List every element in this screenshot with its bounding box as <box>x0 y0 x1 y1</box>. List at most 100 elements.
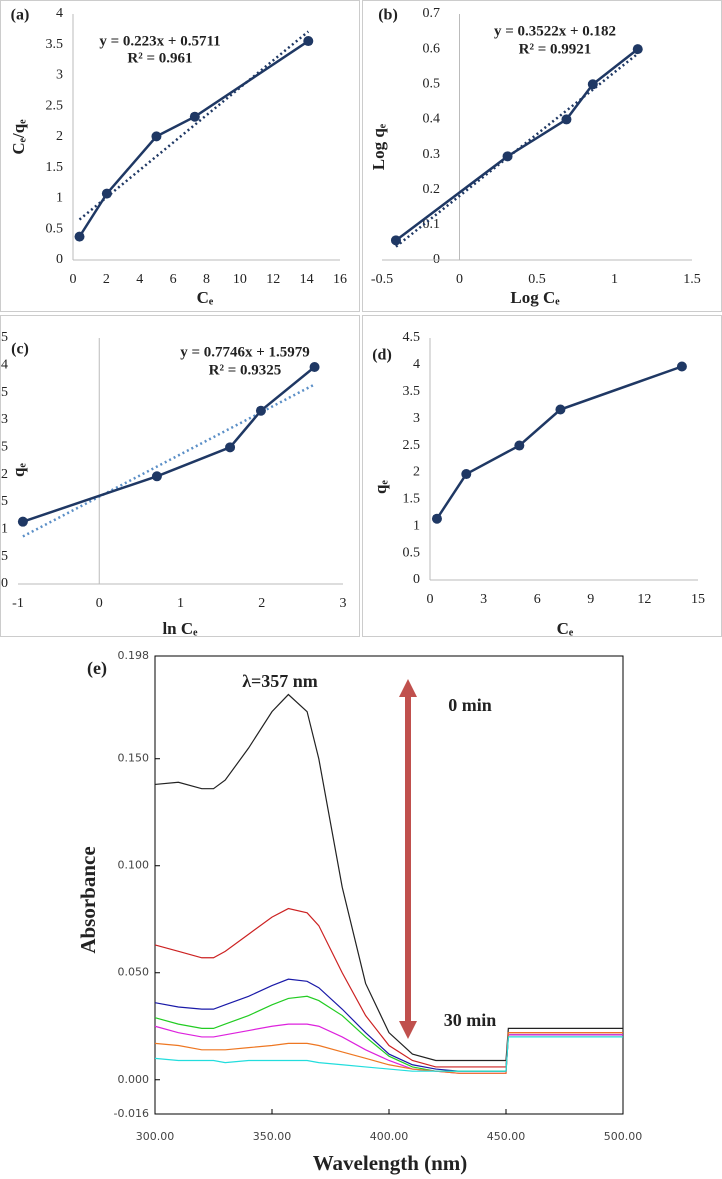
y-tick-label: 2.5 <box>0 440 8 455</box>
y-axis-label: qₑ <box>9 462 28 476</box>
y-tick-label: 2 <box>56 129 63 144</box>
x-tick-label: 12 <box>637 592 651 607</box>
x-tick-label: 6 <box>170 272 177 287</box>
spectrum-line <box>154 978 623 1072</box>
y-axis-label: qₑ <box>371 479 390 493</box>
data-point <box>461 469 472 480</box>
x-tick-label: 3 <box>480 592 487 607</box>
data-point <box>225 442 236 453</box>
spectrum-line <box>154 1032 623 1074</box>
y-tick-label: 2 <box>1 467 8 482</box>
panel-label: (b) <box>378 7 398 24</box>
x-tick-label: 0.5 <box>528 272 546 287</box>
trend-line <box>78 30 310 221</box>
x-tick-label: 10 <box>233 272 247 287</box>
data-point <box>514 440 525 451</box>
x-tick-label: 8 <box>203 272 210 287</box>
y-tick-label: 0.5 <box>403 545 421 560</box>
y-tick-label: 0.7 <box>423 6 441 21</box>
data-point <box>555 404 566 415</box>
x-tick-label: 9 <box>587 592 594 607</box>
data-point <box>255 405 266 416</box>
data-point <box>151 131 162 142</box>
data-point <box>189 111 200 122</box>
y-tick-label: 2.5 <box>403 438 421 453</box>
y-tick-label: 0.198 <box>118 649 150 662</box>
y-tick-label: 0.4 <box>423 112 441 127</box>
y-tick-label: 3 <box>1 412 8 427</box>
data-point <box>17 516 28 527</box>
panel-frame <box>0 0 360 312</box>
y-tick-label: 0.5 <box>0 549 8 564</box>
x-tick-label: 0 <box>70 272 77 287</box>
data-point <box>309 361 320 372</box>
annotation: y = 0.7746x + 1.5979 <box>180 344 310 360</box>
y-tick-label: 0.3 <box>423 147 441 162</box>
x-axis-label: Log Cₑ <box>510 288 560 307</box>
x-tick-label: 16 <box>333 272 347 287</box>
annotation: 30 min <box>444 1010 497 1030</box>
x-tick-label: 400.00 <box>370 1130 409 1143</box>
y-tick-label: 4 <box>56 6 63 21</box>
annotation: 0 min <box>448 695 492 715</box>
y-tick-label: 1 <box>413 518 420 533</box>
annotation: R² = 0.9921 <box>519 41 592 57</box>
x-tick-label: 0 <box>427 592 434 607</box>
x-tick-label: 450.00 <box>487 1130 526 1143</box>
data-point <box>431 513 442 524</box>
y-tick-label: 3.5 <box>403 384 421 399</box>
y-tick-label: 3 <box>56 68 63 83</box>
x-axis-label: Cₑ <box>557 619 574 638</box>
y-tick-label: 3.5 <box>46 37 64 52</box>
data-point <box>502 151 513 162</box>
y-tick-label: 3.5 <box>0 385 8 400</box>
data-line <box>435 365 683 520</box>
y-axis-label: Log qₑ <box>369 123 388 170</box>
x-tick-label: 0 <box>456 272 463 287</box>
data-point <box>303 36 314 47</box>
x-tick-label: 15 <box>691 592 705 607</box>
panel-label: (d) <box>372 347 392 364</box>
data-point <box>101 188 112 199</box>
x-tick-label: 1 <box>177 596 184 611</box>
y-tick-label: 4 <box>413 357 420 372</box>
trend-line <box>22 383 316 538</box>
x-tick-label: 2 <box>103 272 110 287</box>
y-tick-label: 0.000 <box>118 1073 150 1086</box>
x-tick-label: 12 <box>266 272 280 287</box>
plot-frame <box>154 655 624 1115</box>
y-tick-label: 2.5 <box>46 98 64 113</box>
panel-label: (c) <box>11 341 29 358</box>
data-line <box>22 366 316 523</box>
y-tick-label: 1.5 <box>403 492 421 507</box>
panel-label: (e) <box>87 658 107 679</box>
y-tick-label: 0 <box>1 576 8 591</box>
x-tick-label: 300.00 <box>136 1130 175 1143</box>
x-tick-label: 500.00 <box>604 1130 643 1143</box>
trend-line <box>395 52 639 248</box>
y-tick-label: 3 <box>413 411 420 426</box>
y-tick-label: 0.5 <box>423 77 441 92</box>
x-axis-label: ln Cₑ <box>162 619 198 638</box>
y-tick-label: 4.5 <box>0 330 8 345</box>
y-tick-label: 0.2 <box>423 182 441 197</box>
y-tick-label: 0.050 <box>118 966 150 979</box>
panel-label: (a) <box>11 7 30 24</box>
y-axis-label: Cₑ/qₑ <box>9 119 28 155</box>
x-tick-label: 3 <box>340 596 347 611</box>
y-tick-label: -0.016 <box>114 1107 149 1120</box>
y-tick-label: 2 <box>413 465 420 480</box>
y-tick-label: 4 <box>1 358 8 373</box>
data-point <box>390 235 401 246</box>
data-point <box>632 44 643 55</box>
x-tick-label: 350.00 <box>253 1130 292 1143</box>
annotation: y = 0.3522x + 0.182 <box>494 23 616 39</box>
x-tick-label: -0.5 <box>371 272 393 287</box>
y-tick-label: 4.5 <box>403 330 421 345</box>
x-axis-label: Wavelength (nm) <box>313 1151 468 1175</box>
y-tick-label: 1 <box>1 522 8 537</box>
data-point <box>151 471 162 482</box>
x-tick-label: 1.5 <box>683 272 701 287</box>
data-point <box>561 114 572 125</box>
y-tick-label: 0 <box>56 252 63 267</box>
